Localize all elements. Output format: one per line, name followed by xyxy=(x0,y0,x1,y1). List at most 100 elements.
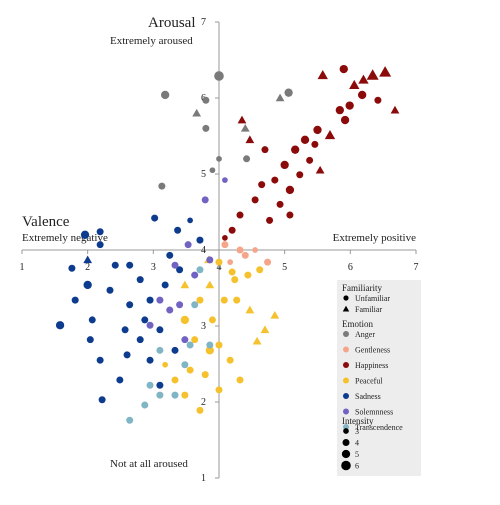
legend-label: Peaceful xyxy=(355,377,383,386)
legend-label: Anger xyxy=(355,330,375,339)
data-point xyxy=(349,79,360,89)
data-point xyxy=(116,376,124,384)
data-point xyxy=(98,396,106,404)
data-point xyxy=(202,96,210,104)
data-point xyxy=(146,381,154,389)
data-point xyxy=(270,310,280,319)
data-point xyxy=(180,315,190,325)
data-point xyxy=(191,301,199,309)
x-tick-label: 2 xyxy=(85,262,90,273)
legend-label: Transcendence xyxy=(355,423,403,432)
data-point xyxy=(241,251,249,259)
data-point xyxy=(340,115,350,125)
data-point xyxy=(71,296,79,304)
data-point xyxy=(121,326,129,334)
legend-marker xyxy=(342,439,350,446)
legend-label: Gentleness xyxy=(355,346,390,355)
y-tick-label: 4 xyxy=(201,245,206,256)
legend-marker xyxy=(342,305,350,312)
data-point xyxy=(243,155,251,163)
data-point xyxy=(156,391,164,399)
data-point xyxy=(221,241,229,249)
legend-marker xyxy=(343,393,349,399)
data-point xyxy=(227,259,234,266)
legend-marker xyxy=(343,408,349,415)
data-point xyxy=(296,171,304,179)
data-point xyxy=(237,115,247,124)
data-point xyxy=(201,371,209,379)
data-point xyxy=(111,261,119,269)
data-point xyxy=(174,226,182,234)
data-point xyxy=(264,258,272,266)
data-point xyxy=(276,200,284,208)
y-axis-top-label: Extremely aroused xyxy=(110,35,193,47)
data-point xyxy=(266,216,274,224)
y-tick-label: 7 xyxy=(201,17,206,28)
data-point xyxy=(306,156,314,164)
x-tick-label: 4 xyxy=(217,262,222,273)
legend-label: 5 xyxy=(355,450,359,459)
data-point xyxy=(158,182,166,190)
data-point xyxy=(83,255,93,264)
data-point xyxy=(280,160,289,170)
data-point xyxy=(136,336,144,344)
legend-label: Unfamiliar xyxy=(355,294,390,303)
legend-title: Emotion xyxy=(342,319,373,329)
x-tick-label: 1 xyxy=(20,262,25,273)
data-point xyxy=(126,301,134,309)
x-axis-right-label: Extremely positive xyxy=(333,232,417,244)
data-point xyxy=(196,236,204,244)
legend-label: Sadness xyxy=(355,392,381,401)
data-point xyxy=(286,211,294,219)
data-point xyxy=(215,258,223,266)
data-point xyxy=(201,196,209,204)
data-point xyxy=(181,336,189,344)
data-point xyxy=(196,266,204,274)
data-point xyxy=(311,140,319,148)
data-point xyxy=(313,125,322,135)
data-point xyxy=(240,124,250,132)
y-tick-label: 2 xyxy=(201,397,206,408)
data-point xyxy=(317,70,328,80)
data-point xyxy=(251,196,259,204)
y-tick-label: 1 xyxy=(201,473,206,484)
data-point xyxy=(220,296,228,304)
data-point xyxy=(156,326,164,334)
data-point xyxy=(335,106,344,115)
data-point xyxy=(206,341,214,349)
data-point xyxy=(176,266,184,274)
data-point xyxy=(166,251,174,259)
data-point xyxy=(162,361,169,368)
legend-marker xyxy=(343,428,349,434)
data-point xyxy=(215,386,223,394)
data-point xyxy=(156,346,164,354)
data-point xyxy=(55,321,65,330)
data-point xyxy=(244,271,252,279)
legend-label: 6 xyxy=(355,462,359,471)
data-point xyxy=(68,264,76,272)
data-point xyxy=(161,281,169,289)
data-point xyxy=(180,280,190,289)
legend-label: Happiness xyxy=(355,361,388,370)
data-point xyxy=(88,316,96,324)
data-point xyxy=(315,165,325,174)
data-point xyxy=(252,336,262,345)
data-point xyxy=(215,341,223,349)
data-point xyxy=(196,406,204,414)
data-point xyxy=(205,280,215,289)
data-point xyxy=(258,181,266,189)
y-axis-title: Arousal xyxy=(148,15,196,31)
y-axis-bottom-label: Not at all aroused xyxy=(110,458,188,470)
data-point xyxy=(141,316,149,324)
data-point xyxy=(358,74,369,84)
data-point xyxy=(186,341,194,349)
data-point xyxy=(209,167,216,174)
data-point xyxy=(374,96,382,104)
data-point xyxy=(245,305,255,314)
legend-marker xyxy=(343,377,349,384)
x-tick-label: 6 xyxy=(348,262,353,273)
data-point xyxy=(226,356,234,364)
data-point xyxy=(192,108,202,117)
y-tick-label: 3 xyxy=(201,321,206,332)
